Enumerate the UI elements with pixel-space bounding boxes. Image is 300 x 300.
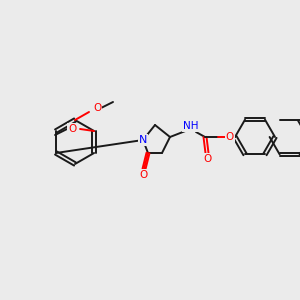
- Text: O: O: [203, 154, 211, 164]
- Text: O: O: [139, 170, 147, 180]
- Text: NH: NH: [183, 121, 199, 131]
- Text: N: N: [139, 135, 147, 145]
- Text: O: O: [68, 124, 76, 134]
- Text: O: O: [93, 103, 101, 113]
- Text: O: O: [226, 132, 234, 142]
